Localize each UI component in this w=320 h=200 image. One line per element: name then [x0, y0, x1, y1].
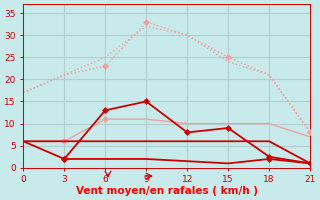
X-axis label: Vent moyen/en rafales ( km/h ): Vent moyen/en rafales ( km/h ) [76, 186, 258, 196]
